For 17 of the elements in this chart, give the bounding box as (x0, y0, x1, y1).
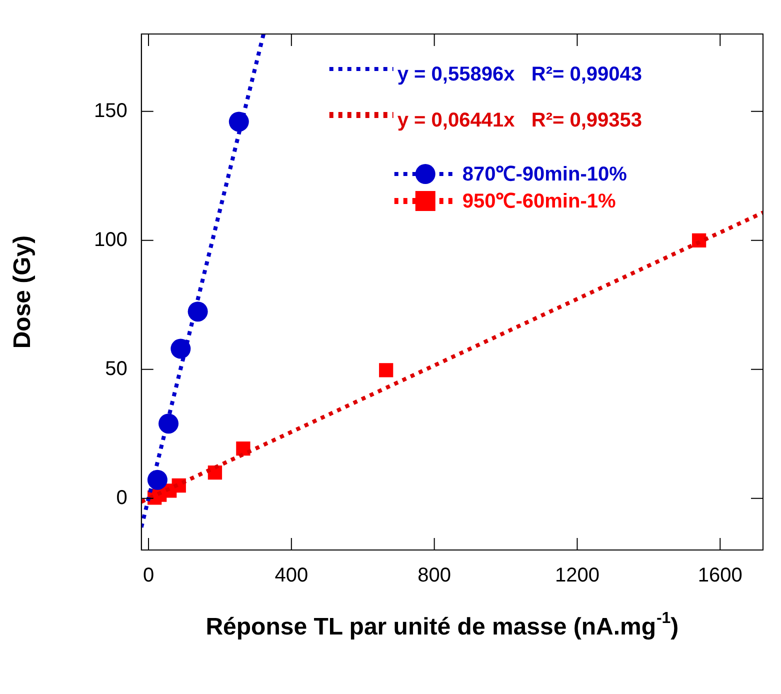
point (158, 414, 179, 434)
x-tick-label: 400 (274, 564, 308, 587)
legend-label: y = 0,06441x R²= 0,99353 (397, 110, 642, 132)
point (170, 338, 191, 359)
legend-label: 950℃-60min-1% (462, 190, 616, 213)
legend-label: 870℃-90min-10% (462, 164, 628, 186)
legend-label: y = 0,55896x R²= 0,99043 (397, 64, 642, 86)
y-tick-label: 50 (105, 358, 128, 380)
y-axis-title: Dose (Gy) (8, 235, 36, 349)
point (379, 363, 394, 378)
y-tick-label: 150 (94, 100, 128, 122)
x-tick-label: 1200 (554, 564, 600, 587)
x-tick-label: 800 (418, 564, 452, 587)
x-tick-label: 0 (142, 564, 154, 587)
y-tick-label: 100 (94, 228, 128, 251)
y-tick-label: 0 (116, 486, 128, 509)
x-tick-label: 1600 (698, 564, 742, 587)
